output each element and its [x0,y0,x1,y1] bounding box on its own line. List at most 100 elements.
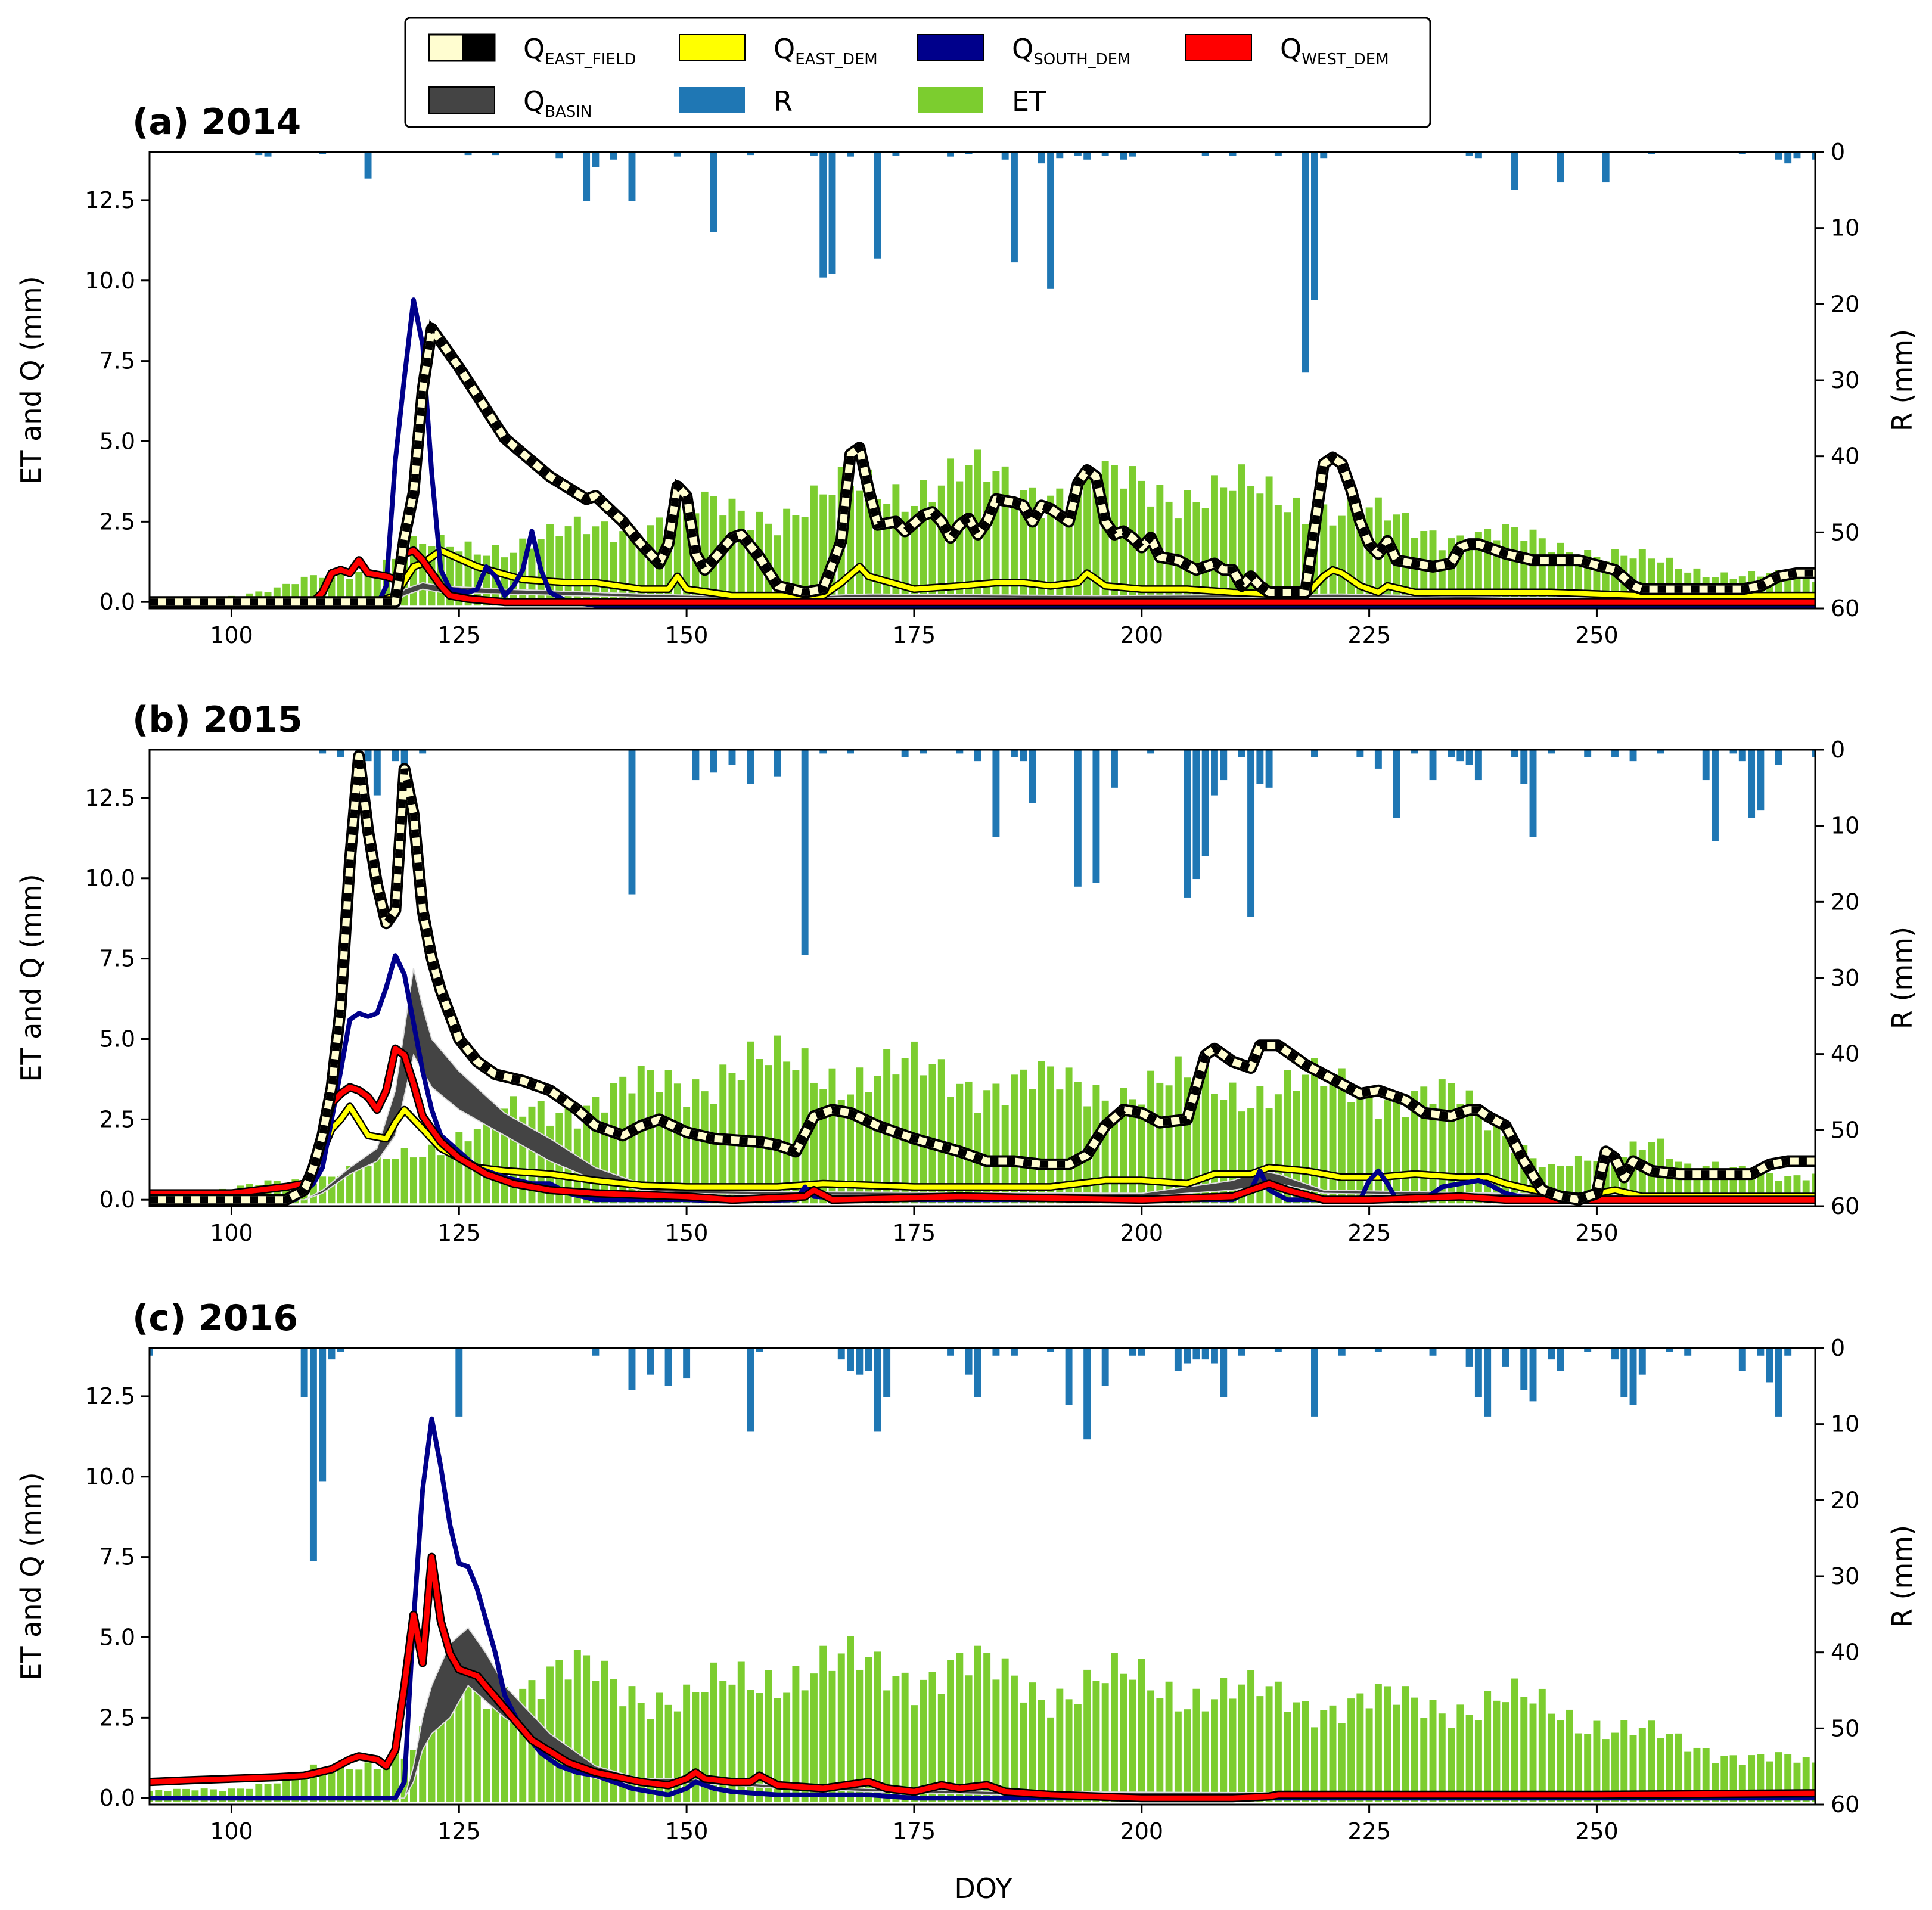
r-bar [1083,152,1091,160]
et-bar [355,1167,363,1204]
et-bar [1229,490,1237,606]
y2-tick-label: 20 [1831,889,1859,915]
r-bar [1302,152,1309,373]
et-bar [947,1660,955,1802]
et-bar [910,505,918,606]
et-bar [1247,1670,1255,1802]
r-bar [1738,750,1746,762]
et-bar [1702,1166,1710,1204]
et-bar [346,1165,353,1204]
et-bar [810,1673,818,1802]
et-bar [1775,1752,1782,1802]
r-bar [1211,750,1218,796]
et-bar [209,1789,217,1802]
et-bar [1602,1739,1610,1802]
et-bar [564,1679,572,1802]
et-bar [1192,1084,1200,1204]
r-bars [150,1348,1792,1561]
panel-title: (b) 2015 [132,699,303,741]
r-bar [592,1348,600,1356]
et-bar [328,572,336,606]
et-bar [1156,1082,1164,1204]
et-bar [1548,1713,1555,1802]
r-bar [710,750,717,773]
legend-swatch-dash [462,35,495,61]
et-bar [1174,1711,1182,1802]
qeast-dem-stroke [150,548,1815,605]
legend: QEAST_FIELD QEAST_DEM QSOUTH_DEM QWEST_DEMQ… [404,17,1431,128]
r-bar [1010,750,1018,757]
et-bar [1793,574,1801,606]
et-bar [928,502,936,606]
et-bar [1010,502,1018,606]
x-ticks: 100 125 150 175 200 225 250 [210,608,1619,648]
r-bar [856,1348,864,1375]
r-bar [1038,152,1045,164]
r-bar [392,750,399,762]
et-bar [1056,488,1064,606]
legend-swatch [679,87,745,113]
et-bar [1548,1164,1555,1204]
r-bar [319,750,327,754]
et-bar [1766,1761,1773,1802]
et-bar [1001,466,1009,606]
et-bar [419,544,427,606]
et-bar [1557,1720,1564,1802]
r-bar [1474,152,1482,159]
et-bar [337,1176,344,1204]
et-bar [373,1768,381,1802]
et-bar [1047,1717,1055,1802]
et-bar [328,1176,336,1204]
et-bar [501,1687,508,1802]
r-bar [1484,1348,1492,1417]
r-bar [1657,750,1664,754]
r-bar [673,152,681,157]
et-bar [473,1678,481,1802]
et-bar [1184,1077,1191,1204]
y2-tick-label: 30 [1831,367,1859,393]
et-bar [182,1788,190,1802]
et-bar [847,486,854,606]
et-bar [446,1682,454,1802]
r-bar [1029,750,1036,803]
et-bar [828,1068,836,1204]
et-bar [173,1788,181,1802]
et-bar [1657,1738,1664,1802]
et-bar [783,1692,791,1802]
r-bar [1411,750,1418,754]
et-bar [1784,1754,1792,1802]
y2-ticks: 0 10 20 30 40 50 60 [1815,737,1859,1219]
x-tick-label: 150 [665,622,709,648]
et-bar [1493,540,1501,606]
et-bar [656,1692,663,1802]
r-bar [1584,750,1592,757]
et-bar [1284,1712,1291,1802]
r-bar [264,152,272,157]
y-tick-label: 2.5 [100,1704,135,1731]
r-bar [819,152,827,278]
et-bar [1074,1704,1082,1802]
et-bar [1320,1710,1328,1802]
et-bar [573,1650,581,1802]
et-bar [564,526,572,606]
r-bar [692,750,700,781]
r-bar [1775,750,1782,765]
et-bar [1557,1166,1564,1204]
et-bar [1611,1732,1619,1802]
r-bar [1311,750,1318,757]
qeast-dem-line [150,1102,1815,1204]
r-bar [592,152,600,167]
et-bar [1265,476,1273,606]
et-bar [1729,1167,1737,1204]
r-bars [319,750,1815,955]
et-bar [1566,1709,1573,1802]
et-bar [901,511,909,606]
et-bar [792,515,800,606]
et-bar [1766,1173,1773,1204]
r-bar [1220,750,1228,781]
et-bar [309,575,317,606]
et-bar [1092,490,1100,606]
et-bar [437,1706,445,1802]
r-bar [1174,1348,1182,1371]
r-bar [1648,152,1655,154]
